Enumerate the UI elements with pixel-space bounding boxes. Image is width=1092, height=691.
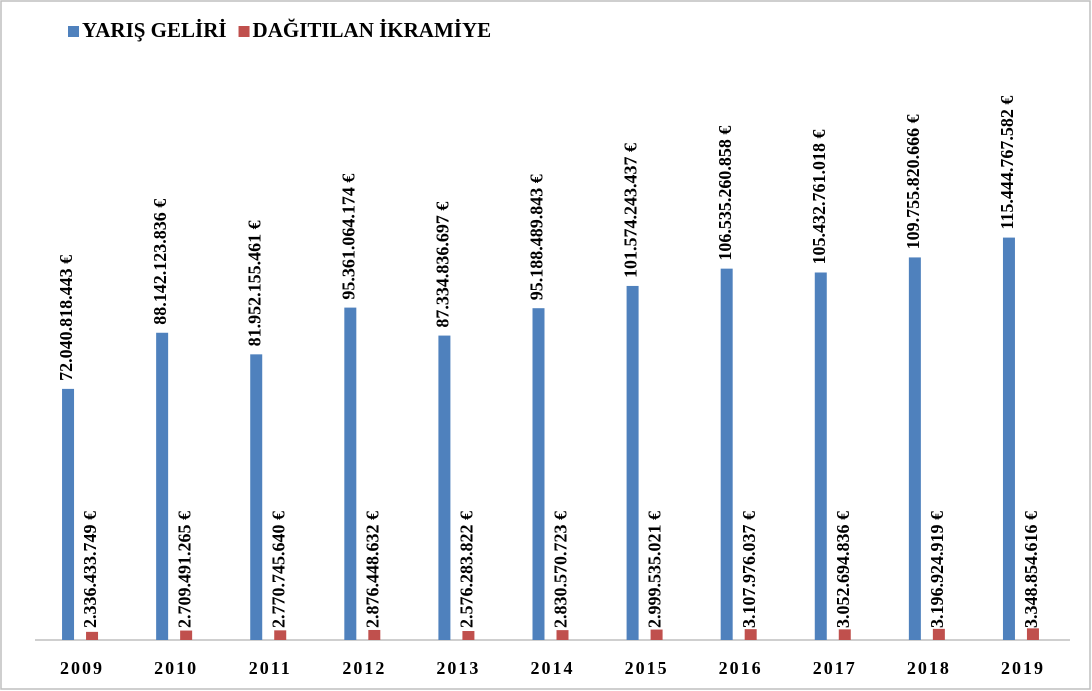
bar: [62, 388, 75, 640]
x-tick-label: 2011: [249, 658, 292, 678]
data-label: 72.040.818.443 €: [56, 255, 76, 381]
data-label: 3.196.924.919 €: [927, 511, 947, 628]
bar: [86, 631, 99, 640]
data-label: 3.348.854.616 €: [1021, 511, 1041, 628]
data-label: 95.361.064.174 €: [338, 174, 358, 300]
x-tick-label: 2012: [342, 658, 386, 678]
bar: [156, 332, 169, 640]
bar: [368, 629, 381, 640]
data-label: 2.999.535.021 €: [645, 511, 665, 628]
bar: [344, 307, 357, 640]
data-label: 2.336.433.749 €: [80, 511, 100, 628]
x-tick-label: 2015: [625, 658, 669, 678]
legend-swatch: [68, 26, 79, 37]
legend-label: YARIŞ GELİRİ: [82, 18, 227, 42]
bar: [556, 630, 569, 640]
data-label: 88.142.123.836 €: [150, 199, 170, 325]
data-label: 109.755.820.666 €: [903, 114, 923, 249]
x-tick-label: 2009: [60, 658, 104, 678]
bar: [838, 629, 851, 640]
data-label: 3.052.694.836 €: [833, 511, 853, 628]
x-tick-label: 2013: [436, 658, 480, 678]
x-tick-label: 2014: [531, 658, 575, 678]
bar: [1026, 628, 1039, 640]
data-label: 2.576.283.822 €: [457, 511, 477, 628]
bar: [1002, 237, 1015, 640]
data-label: 2.876.448.632 €: [362, 511, 382, 628]
bar: [438, 335, 451, 640]
data-label: 2.709.491.265 €: [174, 511, 194, 628]
x-tick-label: 2019: [1001, 658, 1045, 678]
x-tick-label: 2017: [813, 658, 857, 678]
bar: [720, 268, 733, 640]
bar: [462, 631, 475, 640]
bar: [744, 629, 757, 640]
legend-swatch: [238, 26, 250, 37]
bar: [180, 630, 193, 640]
data-label: 87.334.836.697 €: [433, 202, 453, 328]
data-label: 2.770.745.640 €: [268, 511, 288, 628]
data-label: 2.830.570.723 €: [551, 511, 571, 628]
data-label: 3.107.976.037 €: [739, 511, 759, 628]
data-label: 105.432.761.018 €: [809, 129, 829, 264]
data-label: 106.535.260.858 €: [715, 126, 735, 261]
data-label: 115.444.767.582 €: [997, 96, 1017, 230]
data-label: 101.574.243.437 €: [621, 143, 641, 278]
bar: [532, 308, 545, 640]
data-label: 81.952.155.461 €: [244, 220, 264, 346]
bar: [250, 354, 263, 640]
x-tick-label: 2016: [719, 658, 763, 678]
bar: [626, 285, 639, 640]
x-tick-label: 2018: [907, 658, 951, 678]
bar: [932, 628, 945, 640]
x-tick-label: 2010: [154, 658, 198, 678]
bar: [650, 629, 663, 640]
bar: [908, 257, 921, 640]
legend-label: DAĞITILAN İKRAMİYE: [253, 18, 492, 42]
data-label: 95.188.489.843 €: [527, 174, 547, 300]
bar: [814, 272, 827, 640]
bar: [274, 630, 287, 640]
